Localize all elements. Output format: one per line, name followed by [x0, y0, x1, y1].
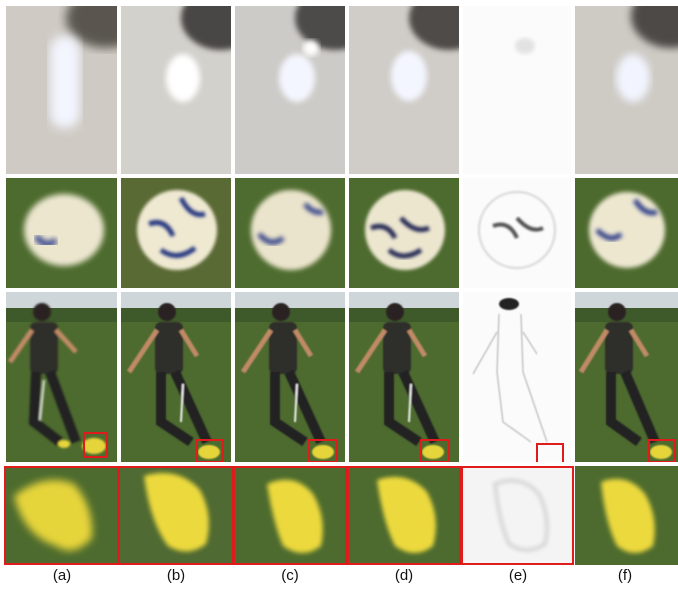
soccer-ball-image — [235, 178, 345, 288]
row2-tile-b — [121, 178, 231, 288]
row2-tile-d — [349, 178, 459, 288]
zoomed-shoe-image — [233, 466, 347, 565]
row2-tile-f — [575, 178, 678, 288]
column-label-b: (b) — [166, 567, 186, 584]
error-map-image — [463, 6, 571, 174]
zoomed-shoe-image — [4, 466, 119, 565]
highlight-box — [308, 439, 338, 462]
row4-tile-a — [4, 466, 119, 565]
man-kicking-image — [6, 292, 117, 462]
floor-object-image — [235, 6, 345, 174]
zoomed-shoe-image — [118, 466, 234, 565]
row4-tile-b — [118, 466, 234, 565]
column-label-c: (c) — [281, 567, 299, 584]
highlight-box — [83, 432, 108, 458]
man-kicking-image — [235, 292, 345, 462]
row3-tile-a — [6, 292, 117, 462]
error-map-image — [461, 466, 574, 565]
row3-tile-d — [349, 292, 459, 462]
highlight-box — [648, 439, 676, 462]
column-label-f: (f) — [617, 567, 633, 584]
row4-tile-f — [575, 466, 678, 565]
row2-tile-c — [235, 178, 345, 288]
man-kicking-image — [575, 292, 678, 462]
row4-tile-d — [347, 466, 461, 565]
highlight-box — [196, 439, 224, 462]
column-label-d: (d) — [394, 567, 414, 584]
highlight-border — [347, 466, 461, 565]
row4-tile-c — [233, 466, 347, 565]
floor-object-image — [121, 6, 231, 174]
row1-tile-b — [121, 6, 231, 174]
column-label-a: (a) — [52, 567, 72, 584]
zoomed-shoe-image — [575, 466, 678, 565]
row3-tile-b — [121, 292, 231, 462]
row1-tile-c — [235, 6, 345, 174]
floor-object-image — [575, 6, 678, 174]
highlight-border — [233, 466, 347, 565]
row1-tile-f — [575, 6, 678, 174]
highlight-box — [536, 443, 564, 462]
error-map-image — [463, 178, 571, 288]
row3-tile-f — [575, 292, 678, 462]
row4-tile-e — [461, 466, 574, 565]
soccer-ball-image — [6, 178, 117, 288]
highlight-border — [461, 466, 574, 565]
man-kicking-image — [121, 292, 231, 462]
image-grid — [4, 6, 678, 565]
error-map-image — [463, 292, 571, 462]
row3-tile-e — [463, 292, 571, 462]
floor-object-image — [6, 6, 117, 174]
soccer-ball-image — [349, 178, 459, 288]
soccer-ball-image — [575, 178, 678, 288]
row2-tile-a — [6, 178, 117, 288]
man-kicking-image — [349, 292, 459, 462]
row2-tile-e — [463, 178, 571, 288]
zoomed-shoe-image — [347, 466, 461, 565]
row1-tile-e — [463, 6, 571, 174]
row1-tile-d — [349, 6, 459, 174]
column-labels: (a) (b) (c) (d) (e) (f) — [0, 565, 678, 589]
floor-object-image — [349, 6, 459, 174]
row1-tile-a — [6, 6, 117, 174]
highlight-box — [420, 439, 450, 462]
soccer-ball-image — [121, 178, 231, 288]
row3-tile-c — [235, 292, 345, 462]
column-label-e: (e) — [508, 567, 528, 584]
